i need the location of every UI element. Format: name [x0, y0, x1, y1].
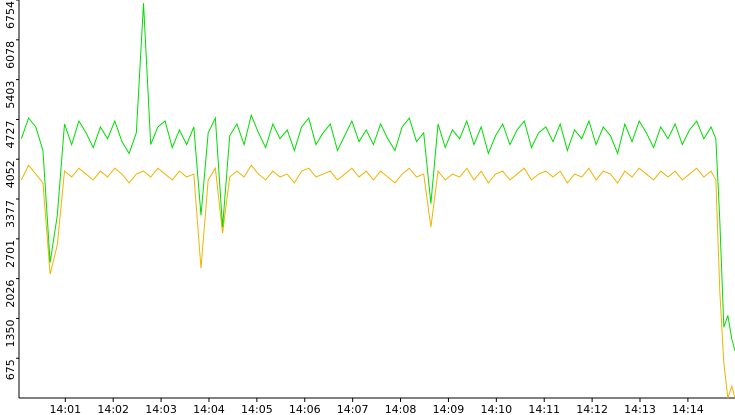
- y-tick-label: 4727: [4, 120, 17, 148]
- y-tick-label: 4052: [4, 160, 17, 188]
- y-tick-label: 2026: [4, 280, 17, 308]
- y-tick-label: 6754: [4, 1, 17, 29]
- x-tick-label: 14:06: [289, 403, 321, 415]
- x-tick-label: 14:10: [480, 403, 512, 415]
- x-tick-label: 14:14: [672, 403, 704, 415]
- y-tick-label: 675: [4, 359, 17, 380]
- x-tick-label: 14:09: [433, 403, 465, 415]
- x-tick-label: 14:08: [385, 403, 417, 415]
- series-line: [20, 164, 735, 399]
- x-tick-label: 14:03: [145, 403, 177, 415]
- y-tick-label: 1350: [4, 319, 17, 347]
- y-tick-label: 3377: [4, 200, 17, 228]
- x-tick-label: 14:07: [337, 403, 369, 415]
- x-tick-label: 14:02: [97, 403, 129, 415]
- x-tick-label: 14:05: [241, 403, 273, 415]
- y-tick-label: 6078: [4, 41, 17, 69]
- series-line: [20, 3, 735, 351]
- y-tick-label: 5403: [4, 81, 17, 109]
- x-tick-label: 14:04: [193, 403, 225, 415]
- x-tick-label: 14:11: [528, 403, 560, 415]
- y-tick-label: 2701: [4, 240, 17, 268]
- x-tick-label: 14:01: [49, 403, 81, 415]
- x-tick-label: 14:12: [576, 403, 608, 415]
- x-tick-label: 14:13: [624, 403, 656, 415]
